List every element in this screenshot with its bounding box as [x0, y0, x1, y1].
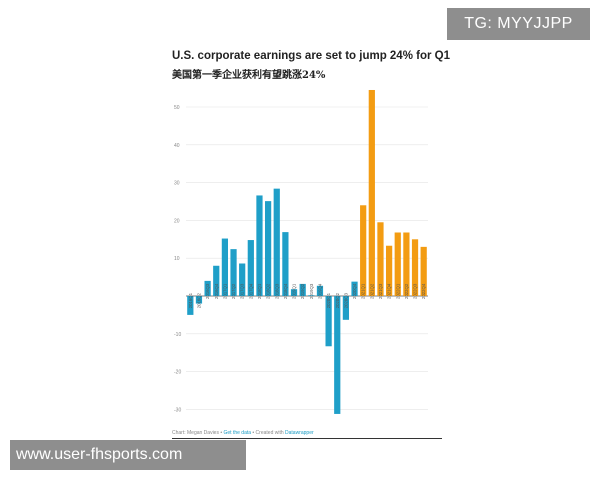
x-tick-label: 2020Q4 — [352, 283, 357, 299]
x-tick-label: 2016Q2 — [196, 292, 201, 308]
bar-2017q3 — [239, 263, 246, 296]
bar-2018q1 — [256, 195, 263, 296]
bar-2018q4 — [282, 232, 289, 296]
x-tick-label: 2018Q2 — [266, 283, 271, 299]
x-tick-label: 2016Q1 — [188, 292, 193, 308]
bar-2020q3 — [342, 296, 350, 320]
x-tick-label: 2020Q1 — [326, 292, 331, 308]
bar-2020q4 — [351, 281, 358, 296]
bar-2020q2 — [334, 296, 341, 414]
bar-2016q3 — [204, 280, 211, 296]
bar-2019q1 — [290, 289, 298, 296]
y-tick-label: 20 — [174, 218, 180, 224]
bar-2017q1 — [221, 238, 229, 296]
x-tick-label: 2022Q3 — [413, 283, 418, 299]
bar-2018q2 — [264, 201, 272, 296]
footer-divider — [172, 438, 442, 439]
bar-2021q3 — [377, 222, 384, 296]
label-layer: 2016Q1 2016Q2 2016Q3 2016Q4 2017Q1 2017Q2 2017… — [188, 283, 426, 308]
x-tick-label: 2022Q1 — [395, 283, 400, 299]
bar-2022q2 — [403, 232, 410, 296]
bar-layer — [187, 89, 427, 414]
x-tick-label: 2018Q3 — [274, 283, 279, 299]
x-tick-label: 2018Q4 — [283, 283, 288, 299]
x-tick-label: 2017Q4 — [248, 283, 253, 299]
x-tick-label: 2016Q3 — [205, 283, 210, 299]
chart-footer: Chart: Megan Davies • Get the data • Cre… — [172, 430, 314, 436]
x-tick-label: 2022Q2 — [404, 283, 409, 299]
x-tick-label: 2021Q1 — [361, 283, 366, 299]
datawrapper-link[interactable]: Datawrapper — [285, 430, 314, 436]
y-tick-label: -10 — [174, 332, 181, 338]
bar-2021q1 — [360, 205, 367, 296]
x-tick-label: 2019Q3 — [309, 283, 314, 299]
bar-2022q3 — [411, 239, 419, 296]
y-tick-label: -20 — [174, 370, 181, 376]
bar-2020q1 — [325, 296, 332, 347]
x-tick-label: 2017Q1 — [222, 283, 227, 299]
x-tick-label: 2019Q2 — [300, 283, 305, 299]
x-tick-label: 2020Q3 — [343, 292, 348, 308]
bar-2019q4 — [316, 285, 324, 296]
chart-title: U.S. corporate earnings are set to jump … — [172, 50, 450, 62]
bar-2018q3 — [273, 188, 280, 296]
x-tick-label: 2018Q1 — [257, 283, 262, 299]
bar-2021q2 — [368, 89, 375, 297]
bar-2017q4 — [247, 240, 254, 296]
x-tick-label: 2017Q2 — [231, 283, 236, 299]
x-tick-label: 2021Q2 — [369, 283, 374, 299]
bar-2016q2 — [195, 296, 203, 304]
x-tick-label: 2020Q2 — [335, 292, 340, 308]
bar-2017q2 — [230, 249, 237, 296]
bar-2021q4 — [385, 245, 393, 296]
watermark-top: TG: MYYJJPP — [447, 8, 590, 40]
bar-2022q1 — [394, 232, 401, 296]
y-tick-label: 50 — [174, 105, 180, 111]
x-tick-label: 2016Q4 — [214, 283, 219, 299]
chart-subtitle: 美国第一季企业获利有望跳涨24% — [172, 70, 326, 81]
bar-2019q2 — [299, 283, 306, 296]
y-tick-label: 30 — [174, 181, 180, 187]
footer-separator: • Created with — [251, 430, 286, 436]
x-tick-label: 2019Q1 — [292, 283, 297, 299]
x-tick-label: 2021Q4 — [387, 283, 392, 299]
watermark-bottom: www.user-fhsports.com — [10, 440, 246, 470]
y-tick-label: 10 — [174, 256, 180, 262]
x-tick-label: 2021Q3 — [378, 283, 383, 299]
y-tick-label: -30 — [174, 407, 181, 413]
get-data-link[interactable]: Get the data — [223, 430, 252, 436]
x-tick-label: 2022Q4 — [421, 283, 426, 299]
footer-credit: Chart: Megan Davies • — [172, 430, 224, 436]
bar-2016q4 — [213, 265, 220, 296]
x-tick-label: 2017Q3 — [240, 283, 245, 299]
bar-2022q4 — [420, 246, 427, 296]
y-tick-label: 40 — [174, 143, 180, 149]
bar-2019q3 — [308, 295, 315, 296]
x-tick-label: 2019Q4 — [317, 283, 322, 299]
bar-2016q1 — [187, 296, 194, 315]
